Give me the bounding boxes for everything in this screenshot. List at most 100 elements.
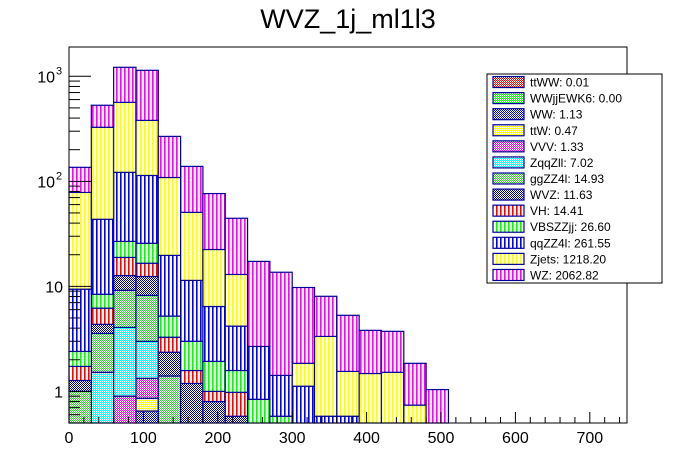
bar-WVZ-bin5 (180, 382, 204, 424)
x-tick-label: 700 (576, 430, 603, 447)
bar-VH-bin6 (202, 390, 226, 403)
bar-Zjets-bin7 (224, 273, 249, 327)
bar-Zjets-bin2 (113, 101, 137, 173)
bar-WVZ-bin6 (202, 400, 226, 424)
legend-label-WVZ: WVZ: 11.63 (530, 188, 593, 202)
bar-qqZZ4l-bin7 (224, 325, 249, 372)
bar-ZqqZll-bin1 (90, 371, 115, 424)
x-tick-label: 600 (502, 430, 529, 447)
bar-WZ-bin13 (358, 329, 383, 375)
bar-Zjets-bin6 (202, 248, 226, 308)
legend-swatch-ttW (492, 124, 525, 137)
bar-Zjets-bin5 (180, 211, 204, 281)
bar-ggZZ4l-bin4 (157, 375, 182, 424)
legend-swatch-Zjets (492, 252, 525, 265)
y-tick-label: 10 (37, 174, 55, 191)
bar-Zjets-bin4 (157, 176, 182, 256)
bar-WVZ-bin0 (68, 379, 92, 392)
bar-WVZ-bin3 (135, 275, 159, 296)
bar-VH-bin5 (180, 369, 204, 385)
bar-VH-bin2 (113, 256, 137, 277)
legend-label-VH: VH: 14.41 (530, 204, 584, 218)
x-tick-label: 300 (279, 430, 306, 447)
bar-WVZ-bin1 (90, 323, 115, 335)
x-tick-label: 100 (130, 430, 157, 447)
y-tick-exponent: 2 (56, 170, 62, 182)
bar-Zjets-bin10 (291, 362, 316, 387)
bar-qqZZ4l-bin2 (113, 171, 137, 243)
bar-VBSZZjj-bin6 (202, 360, 226, 392)
bar-WZ-bin5 (180, 165, 204, 213)
bar-Zjets-bin1 (90, 126, 115, 220)
bar-qqZZ4l-bin12 (336, 415, 360, 424)
legend-swatch-WVZ (492, 188, 525, 201)
chart-title: WVZ_1j_ml1l3 (260, 4, 436, 34)
bar-VBSZZjj-bin3 (135, 242, 159, 264)
legend-swatch-WW (492, 108, 525, 121)
bar-VH-bin7 (224, 391, 249, 417)
bar-WZ-bin8 (246, 260, 271, 348)
y-tick-exponent: 3 (56, 65, 62, 77)
histogram-stack (68, 66, 450, 424)
legend-swatch-ggZZ4l (492, 172, 525, 185)
bar-WZ-bin9 (269, 271, 293, 376)
bar-ggZZ4l-bin2 (113, 289, 137, 328)
bar-WZ-bin12 (336, 314, 360, 372)
bar-WZ-bin10 (291, 286, 316, 364)
legend-label-WWjjEWK6: WWjjEWK6: 0.00 (530, 92, 622, 106)
bar-VBSZZjj-bin9 (269, 415, 293, 424)
bar-qqZZ4l-bin9 (269, 374, 293, 417)
bar-VBSZZjj-bin2 (113, 240, 137, 258)
bar-WVZ-bin4 (157, 351, 182, 377)
bar-VBSZZjj-bin5 (180, 340, 204, 372)
legend-label-Zjets: Zjets: 1218.20 (530, 252, 606, 266)
bar-ggZZ4l-bin3 (135, 294, 159, 342)
bar-WVZ-bin2 (113, 274, 137, 291)
bar-Zjets-bin3 (135, 119, 159, 177)
legend-label-ttW: ttW: 0.47 (530, 124, 578, 138)
bar-WZ-bin4 (157, 135, 182, 179)
bar-Zjets-bin12 (336, 370, 360, 417)
bar-qqZZ4l-bin0 (68, 288, 92, 353)
legend-label-ggZZ4l: ggZZ4l: 14.93 (530, 172, 604, 186)
bar-WZ-bin16 (425, 388, 450, 424)
bar-VH-bin4 (157, 336, 182, 353)
bar-Zjets-bin15 (403, 404, 427, 424)
legend-label-qqZZ4l: qqZZ4l: 261.55 (530, 236, 611, 250)
bar-Zjets-bin0 (68, 191, 92, 290)
legend-label-VBSZZjj: VBSZZjj: 26.60 (530, 220, 611, 234)
bar-qqZZ4l-bin1 (90, 218, 115, 295)
y-tick-label: 10 (37, 69, 55, 86)
bar-VBSZZjj-bin1 (90, 293, 115, 309)
bar-VBSZZjj-bin4 (157, 315, 182, 338)
legend: ttWW: 0.01 WWjjEWK6: 0.00 WW: 1.13 ttW: 0.4… (486, 73, 663, 284)
bar-WVZ-bin7 (224, 415, 249, 424)
legend-swatch-WZ (492, 268, 525, 282)
bar-qqZZ4l-bin3 (135, 174, 159, 244)
legend-label-VVV: VVV: 1.33 (530, 140, 584, 154)
x-tick-label: 200 (204, 430, 231, 447)
bar-qqZZ4l-bin4 (157, 254, 182, 317)
bar-qqZZ4l-bin6 (202, 305, 226, 362)
y-tick-label: 10 (45, 279, 63, 296)
bar-ttW-bin3 (135, 397, 159, 412)
bar-VH-bin0 (68, 365, 92, 382)
bar-WZ-bin11 (313, 295, 338, 337)
bar-WZ-bin2 (113, 66, 137, 103)
x-tick-label: 400 (353, 430, 380, 447)
bar-WZ-bin1 (90, 104, 115, 128)
bar-VVV-bin2 (113, 395, 137, 424)
bar-WZ-bin14 (380, 330, 405, 373)
bar-ggZZ4l-bin1 (90, 332, 115, 373)
bar-VBSZZjj-bin7 (224, 369, 249, 393)
legend-swatch-ZqqZll (492, 156, 525, 169)
bar-Zjets-bin11 (313, 335, 338, 417)
bar-VH-bin1 (90, 307, 115, 325)
bar-VH-bin3 (135, 262, 159, 278)
bar-WZ-bin6 (202, 192, 226, 251)
legend-label-ttWW: ttWW: 0.01 (530, 76, 589, 90)
y-tick-label: 1 (54, 384, 63, 401)
legend-swatch-VH (492, 204, 525, 217)
